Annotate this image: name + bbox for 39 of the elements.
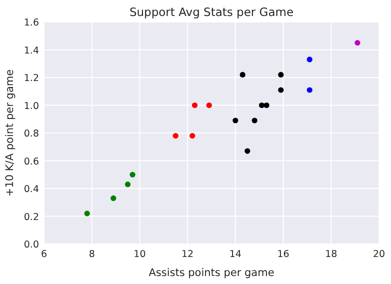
point [130, 172, 136, 178]
x-axis-title: Assists points per game [148, 267, 274, 279]
point [124, 182, 131, 188]
point [278, 87, 284, 93]
y-tick-label: 0.0 [24, 240, 39, 250]
point [278, 72, 284, 78]
point [232, 118, 238, 124]
point [258, 102, 265, 108]
point [110, 195, 116, 202]
y-tick-label: 0.2 [24, 212, 39, 223]
x-tick-label: 16 [277, 249, 290, 260]
point [206, 102, 212, 108]
point [244, 148, 250, 154]
x-tick-label: 18 [325, 249, 338, 260]
point [192, 102, 198, 108]
point [306, 87, 312, 93]
point [264, 102, 270, 108]
point [354, 40, 360, 46]
y-tick-label: 0.6 [24, 156, 39, 168]
point [84, 210, 90, 216]
x-tick-label: 8 [88, 249, 95, 260]
point [252, 118, 258, 124]
y-tick-label: 1.4 [24, 45, 39, 56]
y-tick-label: 1.6 [24, 18, 39, 28]
point [190, 132, 196, 139]
point [172, 132, 178, 139]
y-tick-label: 1.2 [24, 73, 39, 84]
x-tick-label: 10 [134, 249, 146, 260]
point [240, 72, 246, 78]
x-tick-label: 20 [372, 249, 386, 260]
x-tick-label: 6 [40, 249, 48, 260]
chart-title: Support Avg Stats per Game [129, 5, 294, 19]
y-tick-label: 0.8 [24, 128, 39, 140]
y-axis-title: +10 K/A point per game [4, 69, 16, 197]
point [306, 56, 312, 62]
y-tick-label: 1.0 [24, 100, 39, 112]
x-tick-label: 12 [182, 249, 194, 260]
x-tick-label: 14 [229, 249, 242, 260]
y-tick-label: 0.4 [24, 184, 39, 195]
